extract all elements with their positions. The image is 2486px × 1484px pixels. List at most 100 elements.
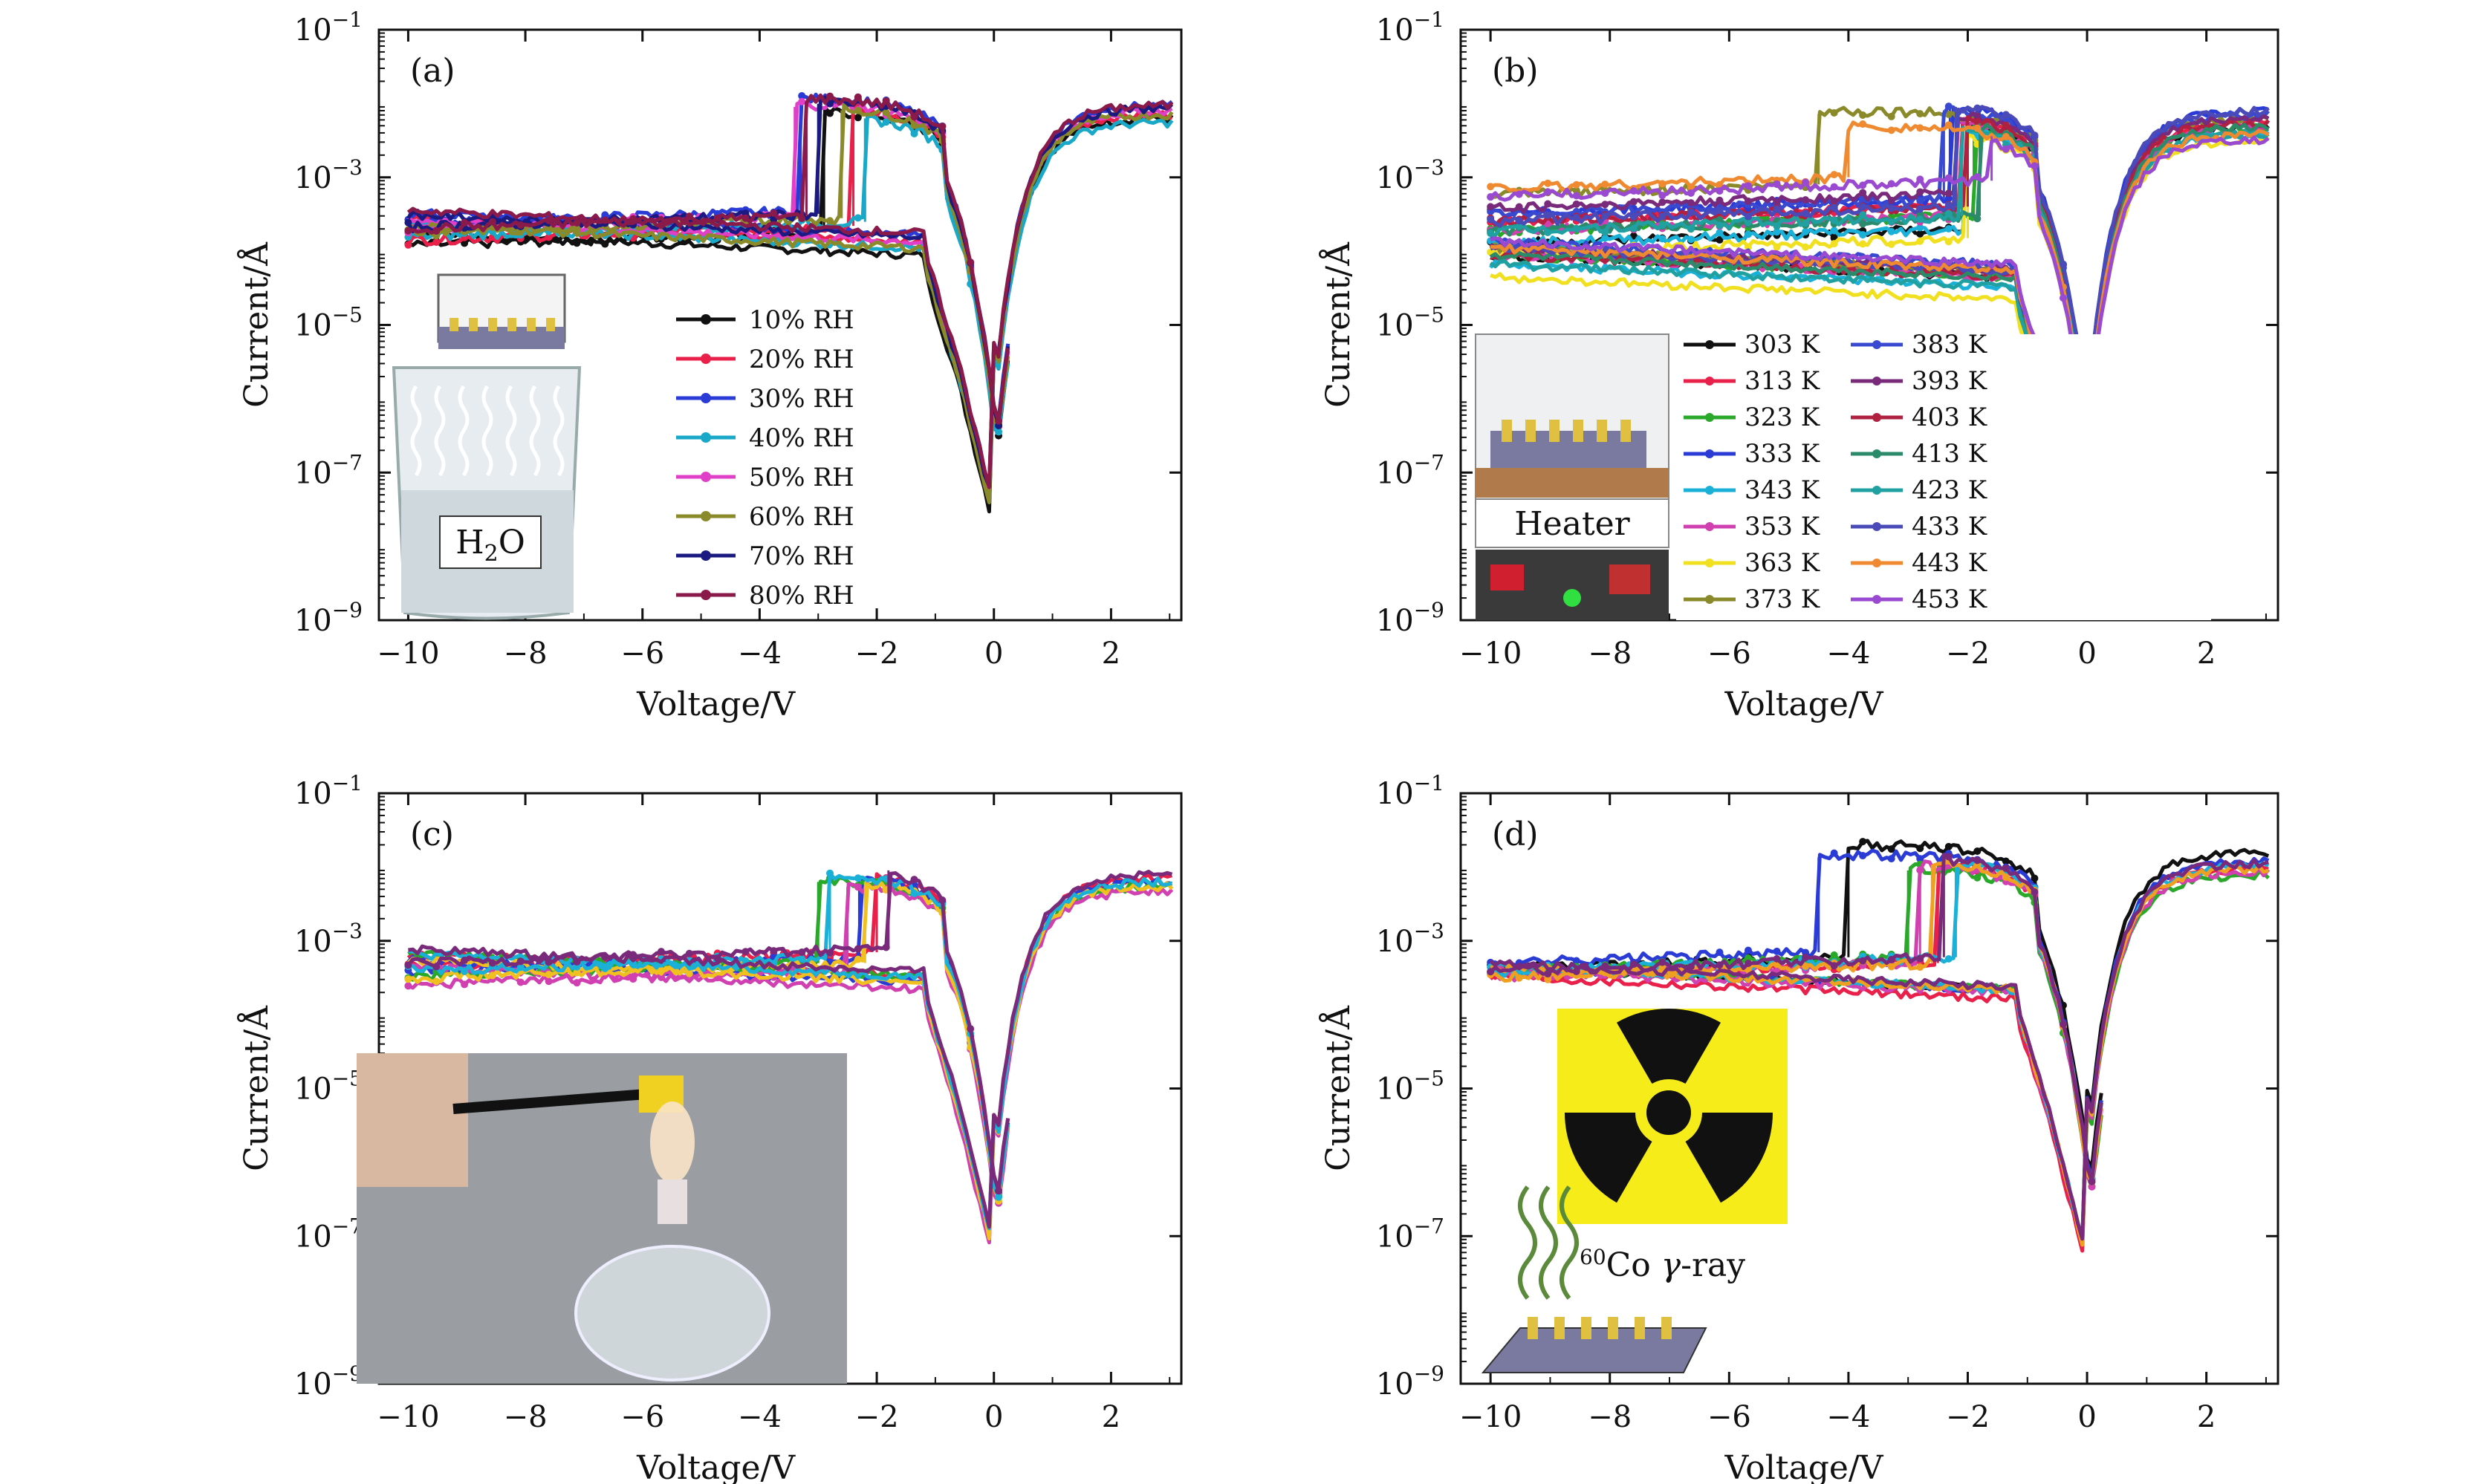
y-tick-label: 10−1	[294, 7, 363, 48]
data-point	[1515, 203, 1523, 211]
data-point	[826, 92, 834, 100]
data-point	[488, 959, 496, 967]
device-electrode	[1635, 1317, 1645, 1339]
data-point	[1745, 946, 1753, 954]
data-point	[882, 108, 890, 117]
data-point	[1745, 954, 1753, 963]
x-tick-label: −10	[1459, 1400, 1522, 1434]
y-tick-label: 10−5	[294, 303, 363, 343]
data-point	[1944, 238, 1953, 246]
device-electrode	[450, 318, 458, 331]
y-tick-label: 10−5	[294, 1067, 363, 1107]
legend-marker	[1705, 522, 1714, 531]
data-point	[882, 943, 890, 951]
data-point	[1887, 956, 1895, 964]
data-point	[1773, 198, 1781, 206]
data-point	[461, 239, 469, 247]
x-axis-label: Voltage/V	[1724, 1449, 1883, 1484]
data-point	[1773, 954, 1781, 963]
data-point	[404, 975, 412, 983]
data-point	[1916, 175, 1924, 183]
data-point	[1916, 855, 1924, 863]
x-tick-label: −6	[1707, 1400, 1751, 1434]
data-point	[1658, 180, 1666, 188]
legend: 10% RH 20% RH 30% RH 40% RH 50% RH 60% RH 70% …	[676, 305, 854, 611]
legend-marker	[1872, 595, 1881, 604]
device-electrode	[1554, 1317, 1565, 1339]
data-point	[1802, 962, 1810, 970]
data-point	[1944, 102, 1953, 111]
panel-c: −10 −8 −6 −4 −2 0 2 10−1 10−3 10−5 10−7 10−9 Voltage…	[236, 771, 1183, 1484]
x-tick-label: −10	[1459, 637, 1522, 671]
legend-label: 80% RH	[749, 581, 854, 611]
data-point	[995, 1187, 1003, 1195]
data-point	[1859, 957, 1867, 965]
gamma-wave	[1560, 1185, 1579, 1300]
data-point	[1716, 221, 1724, 230]
data-point	[432, 227, 441, 235]
device-electrode	[1620, 420, 1631, 442]
legend-marker	[701, 590, 711, 600]
vapor-wave	[458, 385, 470, 477]
x-tick-label: −2	[855, 637, 899, 671]
data-point	[1515, 222, 1523, 230]
data-point	[657, 221, 665, 230]
series-group	[404, 869, 1174, 1245]
data-point	[1601, 212, 1609, 220]
data-point	[882, 118, 890, 126]
legend-marker	[1705, 340, 1714, 349]
data-point	[854, 955, 862, 963]
data-point	[1687, 208, 1695, 216]
data-point	[573, 226, 581, 234]
radiation-center	[1646, 1090, 1691, 1135]
data-point	[1658, 198, 1666, 206]
data-point	[1944, 853, 1953, 861]
legend-label: 303 K	[1745, 330, 1820, 359]
x-axis-label: Voltage/V	[636, 1449, 796, 1484]
device-chip	[438, 327, 565, 349]
legend-label: 313 K	[1745, 366, 1820, 396]
data-point	[1916, 197, 1924, 205]
data-point	[1773, 222, 1781, 230]
data-point	[995, 1193, 1003, 1201]
legend-marker	[1705, 449, 1714, 458]
legend-marker	[1872, 449, 1881, 458]
x-tick-label: −2	[1946, 637, 1990, 671]
data-point	[1773, 180, 1781, 188]
data-point	[545, 977, 553, 986]
data-point	[1887, 204, 1895, 212]
vapor-wave	[481, 385, 493, 477]
data-point	[1687, 199, 1695, 207]
data-point	[404, 241, 412, 249]
data-point	[1944, 954, 1953, 963]
data-point	[629, 960, 637, 968]
data-point	[1658, 192, 1666, 200]
data-point	[1973, 856, 1982, 865]
data-point	[1859, 240, 1867, 248]
data-point	[1973, 873, 1982, 882]
heater-device-inset: Heater	[1475, 333, 1669, 620]
data-point	[967, 1025, 975, 1033]
x-axis-label: Voltage/V	[1724, 686, 1883, 723]
data-point	[1887, 963, 1895, 971]
data-point	[882, 97, 890, 105]
x-tick-label: −4	[738, 1400, 782, 1434]
data-point	[629, 215, 637, 223]
data-point	[432, 238, 441, 247]
legend-label: 453 K	[1912, 585, 1987, 614]
legend-label: 363 K	[1745, 548, 1820, 578]
device-electrode	[1502, 420, 1512, 442]
x-tick-label: −6	[620, 637, 664, 671]
data-point	[1887, 112, 1895, 120]
series-group	[1487, 102, 2271, 545]
data-point	[657, 966, 665, 974]
data-point	[629, 975, 637, 983]
panel-label: (a)	[410, 52, 455, 90]
data-point	[1944, 224, 1953, 232]
legend-marker	[1872, 559, 1881, 567]
legend-label: 30% RH	[749, 384, 854, 414]
device-electrode	[1528, 1317, 1538, 1339]
device-electrode	[1661, 1317, 1672, 1339]
vapor-wave	[553, 385, 565, 477]
data-point	[1859, 111, 1867, 120]
